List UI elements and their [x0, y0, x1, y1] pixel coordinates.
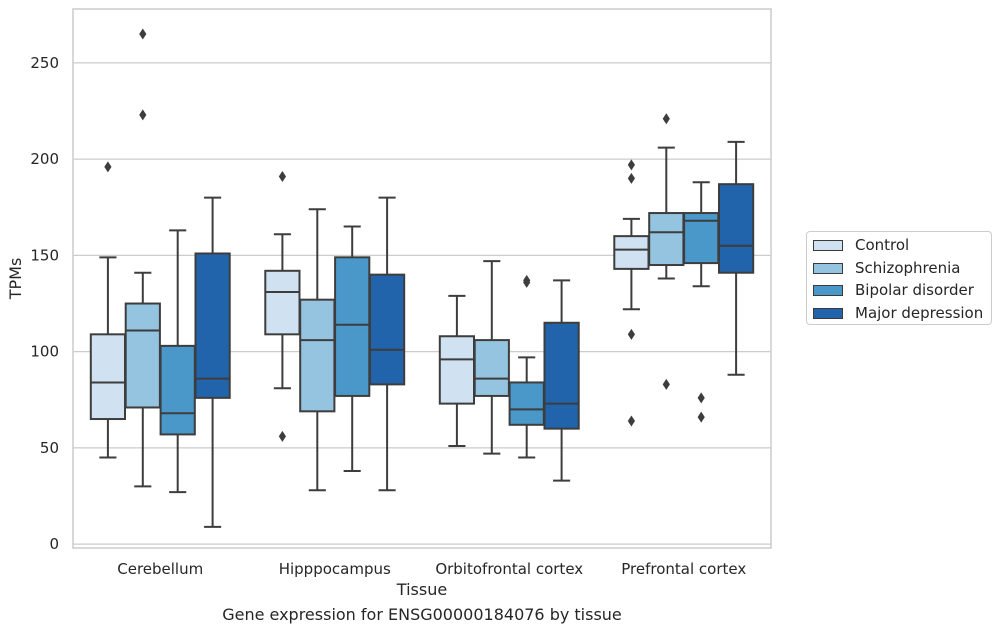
box-iqr	[438, 335, 476, 405]
boxes	[89, 28, 755, 528]
outlier-point	[627, 172, 635, 184]
box-control-1	[264, 170, 301, 442]
box-schizophrenia-2	[473, 260, 510, 455]
plot-area-frame	[72, 8, 772, 549]
box-schizophrenia-0	[124, 28, 161, 488]
legend-item-schizophrenia: Schizophrenia	[813, 258, 960, 278]
outlier-point	[697, 411, 705, 423]
x-tick-label-prefrontal-cortex: Prefrontal cortex	[621, 560, 746, 578]
box-iqr	[89, 333, 127, 421]
outlier-point	[523, 274, 531, 286]
y-tick-label-150: 150	[30, 246, 59, 264]
box-major-depression-0	[194, 196, 231, 528]
y-tick-label-100: 100	[30, 343, 59, 361]
legend-item-control: Control	[813, 235, 909, 255]
box-control-2	[438, 294, 476, 447]
box-bipolar-disorder-1	[334, 225, 371, 472]
box-schizophrenia-1	[299, 208, 336, 492]
box-iqr	[124, 302, 161, 409]
legend-label-schizophrenia: Schizophrenia	[855, 259, 961, 277]
outlier-point	[104, 161, 112, 173]
y-tick-label-250: 250	[30, 54, 59, 72]
x-axis-label: Tissue	[396, 580, 447, 599]
y-tick-label-0: 0	[49, 535, 59, 553]
legend-label-major-depression: Major depression	[855, 304, 984, 322]
outlier-point	[278, 170, 286, 182]
outlier-point	[278, 430, 286, 442]
box-iqr	[299, 298, 336, 413]
box-iqr	[543, 321, 580, 430]
legend: Control Schizophrenia Bipolar disorder M…	[806, 231, 992, 325]
legend-item-major-depression: Major depression	[813, 303, 983, 323]
legend-swatch-major-depression	[813, 307, 843, 319]
x-tick-label-orbitofrontal-cortex: Orbitofrontal cortex	[435, 560, 583, 578]
box-iqr	[508, 381, 545, 426]
box-iqr	[334, 256, 371, 397]
box-iqr	[717, 183, 755, 274]
box-bipolar-disorder-2	[508, 274, 545, 459]
x-tick-label-hipppocampus: Hipppocampus	[279, 560, 391, 578]
outlier-point	[139, 28, 147, 40]
legend-swatch-control	[813, 239, 843, 251]
y-tick-label-50: 50	[40, 439, 59, 457]
legend-label-control: Control	[855, 236, 910, 254]
legend-item-bipolar-disorder: Bipolar disorder	[813, 280, 974, 300]
box-iqr	[264, 269, 301, 336]
box-major-depression-1	[368, 196, 406, 492]
outlier-point	[139, 109, 147, 121]
legend-swatch-schizophrenia	[813, 262, 843, 274]
axis-ticks: 0 50 100 150 200 250 Cerebellum Hipppocampus Orb…	[30, 54, 746, 578]
y-axis-label: TPMs	[6, 258, 25, 301]
x-tick-label-cerebellum: Cerebellum	[117, 560, 203, 578]
outlier-point	[662, 378, 670, 390]
box-schizophrenia-3	[648, 113, 685, 390]
outlier-point	[627, 415, 635, 427]
box-iqr	[194, 252, 231, 399]
outlier-point	[627, 328, 635, 340]
y-tick-label-200: 200	[30, 150, 59, 168]
box-iqr	[648, 212, 685, 267]
box-bipolar-disorder-3	[683, 181, 720, 423]
chart-title: Gene expression for ENSG00000184076 by t…	[222, 605, 622, 624]
box-iqr	[473, 339, 510, 397]
outlier-point	[697, 392, 705, 404]
box-iqr	[368, 273, 406, 386]
legend-swatch-bipolar-disorder	[813, 284, 843, 296]
box-major-depression-3	[717, 140, 755, 376]
box-control-0	[89, 161, 127, 459]
box-major-depression-2	[543, 279, 580, 482]
outlier-point	[627, 159, 635, 171]
box-bipolar-disorder-0	[159, 229, 196, 494]
box-control-3	[613, 159, 650, 427]
outlier-point	[662, 113, 670, 125]
box-iqr	[159, 344, 196, 436]
box-iqr	[613, 235, 650, 270]
legend-label-bipolar-disorder: Bipolar disorder	[855, 281, 974, 299]
